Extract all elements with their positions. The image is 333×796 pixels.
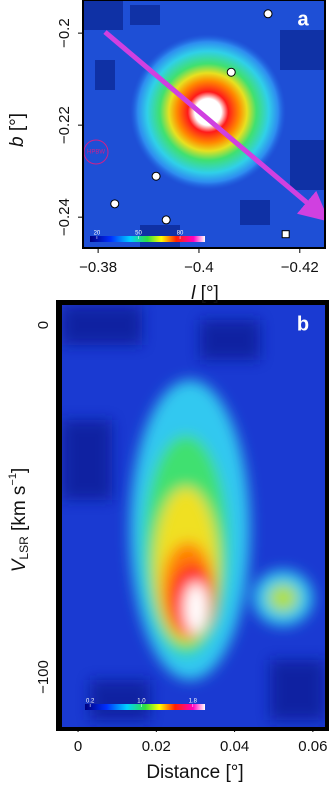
colorbar-tick-label: 20 <box>94 231 101 237</box>
x-tick-label: −0.4 <box>184 259 214 276</box>
y-axis-symbol: b <box>7 136 28 147</box>
y-axis-superscript: −1 <box>7 473 19 486</box>
marker <box>226 67 236 77</box>
marker <box>161 215 171 225</box>
beam-label: HPBW <box>87 150 105 156</box>
marker <box>263 9 273 19</box>
x-axis-label: l [°] <box>191 283 219 304</box>
y-axis-label: VLSR [km s−1] <box>7 468 31 573</box>
x-axis-symbol: l <box>191 283 196 304</box>
y-tick-label: −0.2 <box>56 18 73 48</box>
x-tick-label: 0 <box>74 738 82 755</box>
colorbar-tick-label: 50 <box>135 231 142 237</box>
x-tick-label: 0.06 <box>298 738 327 755</box>
marker <box>110 199 120 209</box>
panel-label: b <box>297 313 309 335</box>
y-axis-unit: [°] <box>7 113 28 136</box>
x-tick-label: −0.38 <box>79 259 117 276</box>
x-axis-label: Distance [°] <box>146 762 243 783</box>
colorbar-tick-label: 0.2 <box>86 699 95 705</box>
y-tick-label: 0 <box>35 321 52 329</box>
y-axis-subscript: LSR <box>17 536 31 560</box>
y-axis-unit: [km s <box>9 486 30 537</box>
x-tick-label: 0.04 <box>220 738 249 755</box>
pv-image <box>62 305 325 727</box>
marker <box>281 230 290 239</box>
x-axis-unit: [°] <box>195 283 218 304</box>
y-tick-label: −0.22 <box>56 106 73 144</box>
y-tick-label: −100 <box>35 660 52 694</box>
y-axis-label: b [°] <box>7 113 28 147</box>
marker <box>151 171 161 181</box>
x-tick-label: −0.42 <box>281 259 319 276</box>
colorbar-tick-label: 1.0 <box>137 699 146 705</box>
y-axis-symbol: V <box>9 557 30 572</box>
map-image <box>83 0 325 248</box>
colorbar-tick-label: 80 <box>177 231 184 237</box>
y-axis-close: ] <box>9 468 30 473</box>
x-tick-label: 0.02 <box>142 738 171 755</box>
colorbar-tick-label: 1.8 <box>189 699 198 705</box>
frame <box>82 0 326 249</box>
panel-label: a <box>297 8 309 30</box>
y-tick-label: −0.24 <box>56 198 73 236</box>
